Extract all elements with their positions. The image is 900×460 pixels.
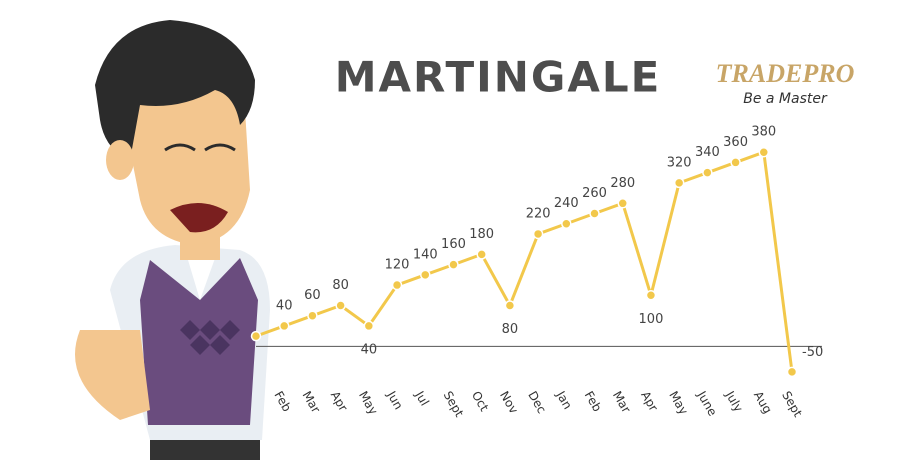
data-label: 80 — [332, 278, 349, 293]
point — [420, 269, 431, 281]
brand: TRADEPRO — [716, 59, 855, 88]
x-tick-label: Jun — [384, 388, 406, 412]
data-label: 280 — [610, 176, 635, 191]
data-label: 160 — [441, 237, 466, 252]
x-tick-label: Oct — [469, 389, 492, 414]
data-label: 360 — [723, 135, 748, 150]
data-label: 40 — [361, 342, 378, 357]
point — [645, 290, 657, 301]
point — [250, 330, 262, 342]
point — [589, 208, 600, 219]
data-label: 40 — [276, 298, 293, 313]
x-tick-label: Sept — [441, 389, 467, 420]
data-label: 80 — [502, 322, 519, 337]
point — [730, 157, 741, 168]
point — [702, 167, 713, 178]
x-tick-label: July — [722, 388, 745, 415]
data-label: -50 — [802, 345, 823, 360]
point — [673, 177, 685, 189]
x-tick-label: Feb — [582, 389, 605, 414]
x-tick-label: May — [356, 389, 381, 417]
x-tick-label: Dec — [525, 389, 549, 416]
point — [448, 259, 459, 270]
data-label: 180 — [469, 227, 494, 242]
point — [532, 228, 544, 240]
point — [307, 310, 318, 321]
x-tick-label: June — [694, 388, 720, 419]
cartoon-man — [75, 20, 270, 460]
x-tick-label: Aug — [751, 389, 775, 416]
x-tick-label: Sept — [779, 389, 805, 420]
point — [561, 218, 572, 229]
x-tick-label: Feb — [271, 389, 294, 414]
data-label: 60 — [304, 288, 321, 303]
data-label: 220 — [526, 206, 551, 221]
data-label: 340 — [695, 145, 720, 160]
data-label: 120 — [385, 258, 410, 273]
chart-title: MARTINGALE — [335, 53, 662, 102]
point — [758, 146, 770, 158]
x-tick-label: Mar — [610, 389, 633, 416]
point — [617, 198, 628, 209]
point — [391, 279, 403, 291]
point — [476, 249, 487, 260]
data-label: 320 — [667, 155, 692, 170]
data-label: 140 — [413, 247, 438, 262]
point — [504, 300, 516, 311]
data-label: 240 — [554, 196, 579, 211]
line — [255, 150, 794, 373]
x-tick-label: May — [666, 389, 691, 417]
x-tick-label: Apr — [328, 389, 351, 414]
point — [786, 366, 798, 378]
data-label: 380 — [751, 125, 776, 140]
x-tick-label: Nov — [497, 389, 521, 416]
x-tick-label: Apr — [638, 389, 661, 414]
tagline: Be a Master — [743, 91, 828, 107]
point — [335, 300, 346, 311]
x-tick-label: Jan — [553, 388, 575, 412]
x-tick-label: Jul — [412, 388, 432, 408]
data-label: 260 — [582, 186, 607, 201]
x-tick-label: Mar — [300, 389, 323, 416]
point — [278, 320, 290, 332]
data-label: 100 — [639, 312, 664, 327]
point — [363, 320, 375, 332]
